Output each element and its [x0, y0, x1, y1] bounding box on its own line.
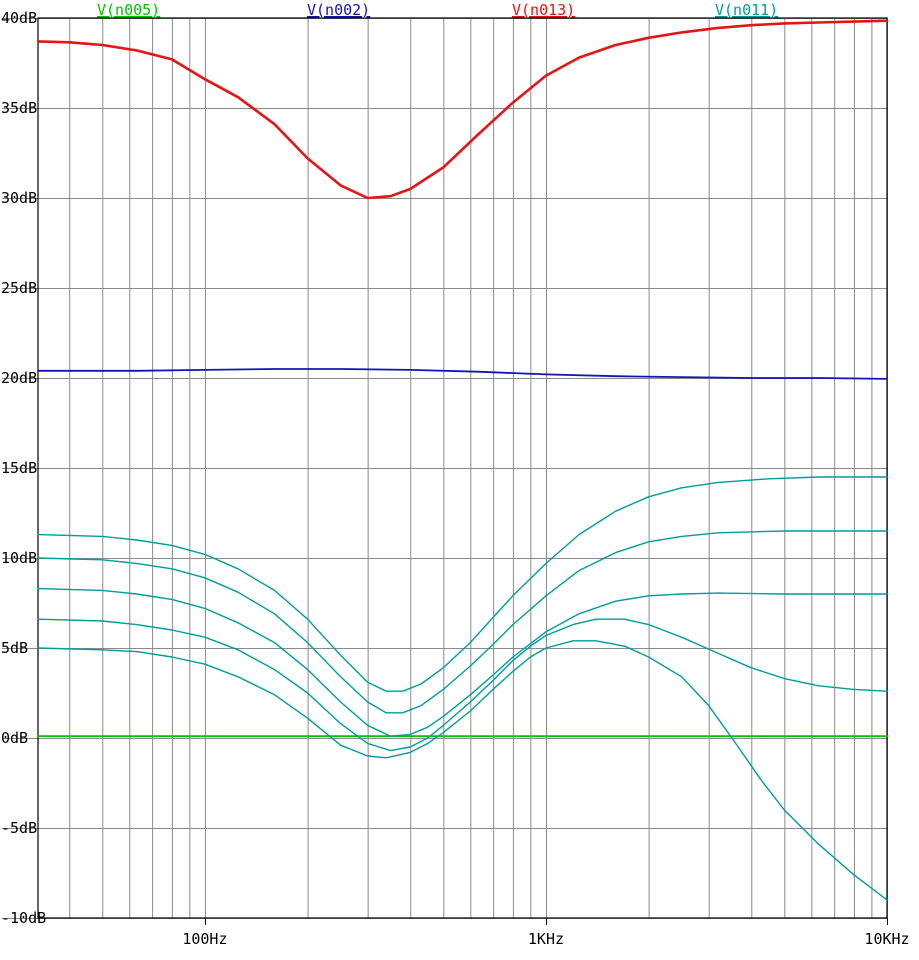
gridlines: [2, 18, 888, 919]
y-tick-label: 10dB: [1, 549, 37, 567]
legend-v(n002)[interactable]: V(n002): [307, 1, 370, 19]
y-tick-label: 25dB: [1, 279, 37, 297]
y-tick-label: 15dB: [1, 459, 37, 477]
x-tick-label: 100Hz: [182, 930, 227, 948]
trace-v(n011)-5: [37, 640, 888, 901]
legend-v(n011)[interactable]: V(n011): [715, 1, 778, 19]
trace-v(n011)-1: [37, 476, 888, 692]
traces: [36, 19, 889, 901]
y-tick-label: 0dB: [1, 729, 28, 747]
legend-v(n005)[interactable]: V(n005): [97, 1, 160, 19]
legend-v(n013)[interactable]: V(n013): [512, 1, 575, 19]
y-tick-label: -5dB: [1, 819, 37, 837]
y-tick-label: -10dB: [1, 909, 46, 927]
trace-v(n002): [37, 368, 888, 380]
x-tick-label: 1KHz: [528, 930, 564, 948]
y-tick-label: 20dB: [1, 369, 37, 387]
trace-v(n011)-4: [37, 618, 888, 752]
x-tick-label: 10KHz: [864, 930, 909, 948]
trace-v(n013): [36, 19, 889, 200]
trace-v(n011)-3: [37, 587, 888, 737]
y-tick-label: 30dB: [1, 189, 37, 207]
y-tick-label: 5dB: [1, 639, 28, 657]
y-tick-label: 40dB: [1, 9, 37, 27]
trace-v(n011)-2: [37, 530, 888, 714]
plot-border: [37, 17, 888, 919]
y-tick-label: 35dB: [1, 99, 37, 117]
